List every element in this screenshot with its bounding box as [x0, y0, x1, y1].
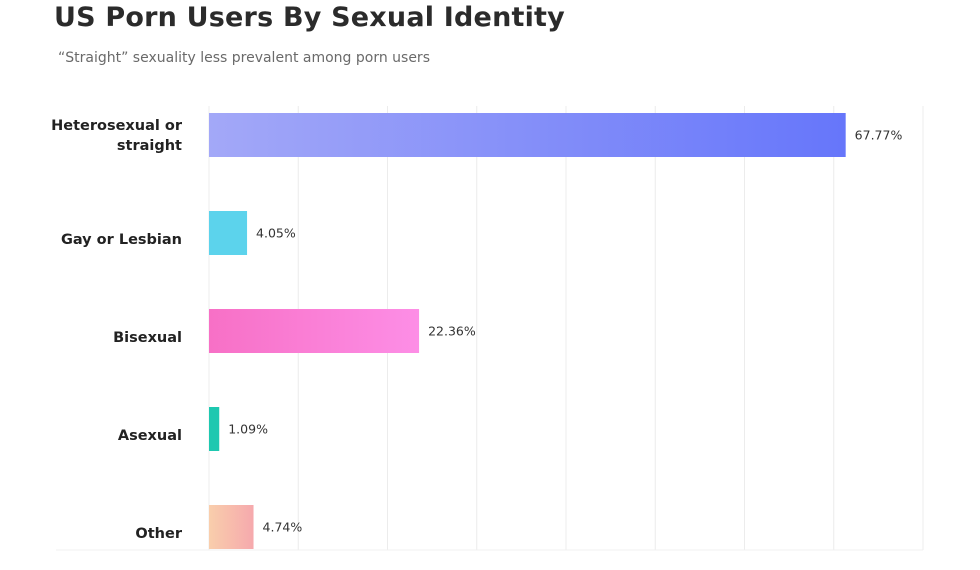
chart-subtitle: “Straight” sexuality less prevalent amon…: [58, 50, 430, 66]
category-label: Gay or Lesbian: [61, 232, 182, 248]
bar-asexual: [209, 407, 220, 451]
category-label-line: Gay or Lesbian: [61, 232, 182, 248]
category-label: Other: [135, 526, 182, 542]
value-label: 4.05%: [256, 226, 296, 241]
category-label-line: Bisexual: [113, 330, 182, 346]
bar-heterosexual-or-straight: [209, 113, 846, 157]
category-label-line: Other: [135, 526, 182, 542]
category-label-line: straight: [117, 138, 182, 154]
category-label-line: Heterosexual or: [51, 118, 183, 134]
category-label: Heterosexual or straight: [51, 118, 183, 154]
value-label: 1.09%: [228, 422, 268, 437]
chart-bars: 67.77% Heterosexual or straight 4.05% Gay or…: [51, 113, 902, 549]
chart-gridlines: [56, 106, 924, 551]
category-label-line: Asexual: [118, 428, 182, 444]
value-label: 67.77%: [855, 128, 903, 143]
category-label: Bisexual: [113, 330, 182, 346]
value-label: 4.74%: [263, 520, 303, 535]
value-label: 22.36%: [428, 324, 476, 339]
chart-title: US Porn Users By Sexual Identity: [54, 2, 565, 33]
bar-gay-or-lesbian: [209, 211, 248, 255]
bar-other: [209, 505, 254, 549]
category-label: Asexual: [118, 428, 182, 444]
bar-bisexual: [209, 309, 420, 353]
